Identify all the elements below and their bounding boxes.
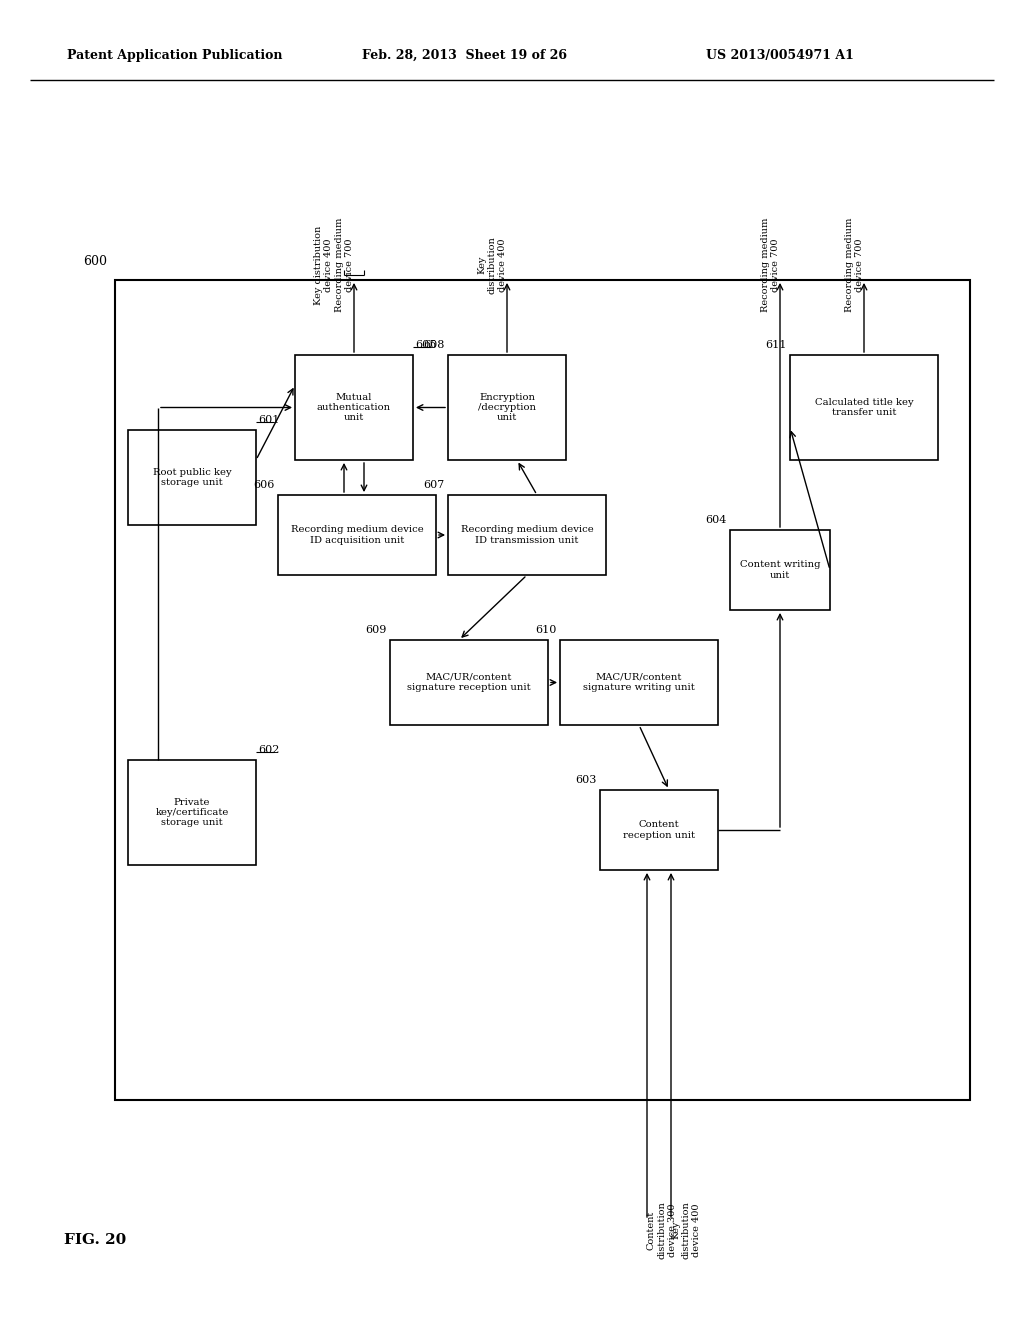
Text: 611: 611 bbox=[766, 341, 787, 350]
Bar bbox=[278, 495, 436, 576]
Text: Recording medium device
ID acquisition unit: Recording medium device ID acquisition u… bbox=[291, 525, 423, 545]
Text: US 2013/0054971 A1: US 2013/0054971 A1 bbox=[707, 49, 854, 62]
Text: 605: 605 bbox=[415, 341, 436, 350]
Text: Content writing
unit: Content writing unit bbox=[739, 560, 820, 579]
Bar bbox=[600, 789, 718, 870]
Text: 610: 610 bbox=[536, 624, 557, 635]
Text: 601: 601 bbox=[258, 414, 280, 425]
Text: Encryption
/decryption
unit: Encryption /decryption unit bbox=[478, 392, 536, 422]
Text: Content
reception unit: Content reception unit bbox=[623, 820, 695, 840]
Text: FIG. 20: FIG. 20 bbox=[63, 1233, 126, 1247]
Bar bbox=[128, 430, 256, 525]
Text: 608: 608 bbox=[424, 341, 445, 350]
Text: Patent Application Publication: Patent Application Publication bbox=[68, 49, 283, 62]
Bar bbox=[128, 760, 256, 865]
Text: 607: 607 bbox=[424, 480, 445, 490]
Text: 609: 609 bbox=[366, 624, 387, 635]
Text: Calculated title key
transfer unit: Calculated title key transfer unit bbox=[815, 397, 913, 417]
Bar bbox=[115, 280, 970, 1100]
Bar bbox=[295, 355, 413, 459]
Bar bbox=[449, 355, 566, 459]
Text: Key
distribution
device 400: Key distribution device 400 bbox=[477, 236, 507, 294]
Text: Feb. 28, 2013  Sheet 19 of 26: Feb. 28, 2013 Sheet 19 of 26 bbox=[362, 49, 567, 62]
Text: 606: 606 bbox=[254, 480, 275, 490]
Bar bbox=[730, 531, 830, 610]
Text: Key
distribution
device 400: Key distribution device 400 bbox=[671, 1201, 700, 1259]
Text: MAC/UR/content
signature writing unit: MAC/UR/content signature writing unit bbox=[583, 673, 695, 692]
Text: 603: 603 bbox=[575, 775, 597, 785]
Text: 600: 600 bbox=[83, 255, 106, 268]
Bar bbox=[449, 495, 606, 576]
Text: 602: 602 bbox=[258, 744, 280, 755]
Text: Content
distribution
device 300: Content distribution device 300 bbox=[647, 1201, 677, 1259]
Text: Key distribution
device 400
Recording medium
device 700: Key distribution device 400 Recording me… bbox=[313, 218, 354, 313]
Text: Private
key/certificate
storage unit: Private key/certificate storage unit bbox=[156, 797, 228, 828]
Text: 604: 604 bbox=[706, 515, 727, 525]
Text: Recording medium
device 700: Recording medium device 700 bbox=[845, 218, 864, 313]
Bar bbox=[560, 640, 718, 725]
Text: MAC/UR/content
signature reception unit: MAC/UR/content signature reception unit bbox=[408, 673, 530, 692]
Bar bbox=[790, 355, 938, 459]
Text: Mutual
authentication
unit: Mutual authentication unit bbox=[317, 392, 391, 422]
Text: Recording medium
device 700: Recording medium device 700 bbox=[761, 218, 780, 313]
Bar bbox=[390, 640, 548, 725]
Text: Root public key
storage unit: Root public key storage unit bbox=[153, 467, 231, 487]
Text: Recording medium device
ID transmission unit: Recording medium device ID transmission … bbox=[461, 525, 593, 545]
